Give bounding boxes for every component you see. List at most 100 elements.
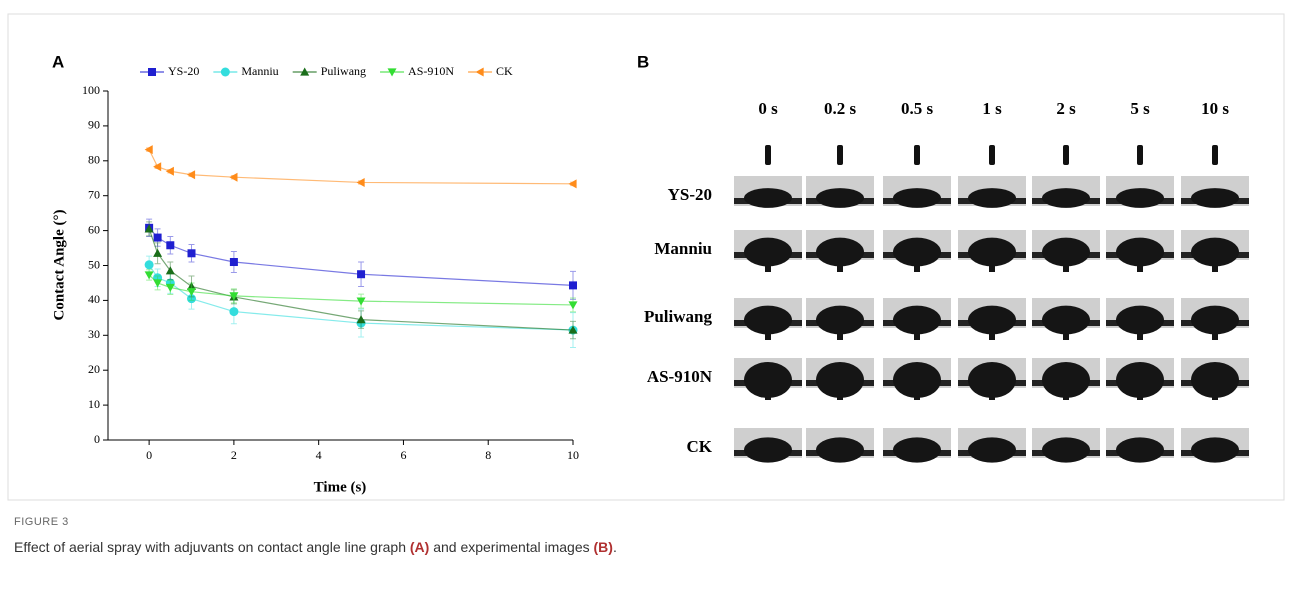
marker — [153, 162, 162, 172]
droplet — [816, 305, 864, 335]
droplet — [968, 305, 1016, 335]
column-label: 2 s — [1056, 99, 1076, 118]
droplet — [744, 437, 792, 463]
droplet — [1042, 188, 1090, 208]
marker — [229, 172, 238, 182]
y-tick-label: 0 — [94, 432, 100, 446]
droplet — [1116, 362, 1164, 398]
droplet-stem — [989, 258, 995, 272]
droplet-stem — [1212, 386, 1218, 400]
y-tick-label: 60 — [88, 222, 100, 236]
series-line — [148, 149, 574, 185]
droplet-stem — [837, 386, 843, 400]
needle — [989, 145, 995, 165]
droplet — [816, 188, 864, 208]
legend-label: Manniu — [241, 64, 278, 78]
x-tick-label: 0 — [146, 448, 152, 462]
marker — [144, 145, 153, 155]
marker — [356, 315, 366, 324]
x-tick-label: 10 — [567, 448, 579, 462]
marker — [568, 325, 578, 334]
marker — [165, 166, 174, 176]
droplet — [1116, 437, 1164, 463]
droplet — [1191, 237, 1239, 267]
droplet-stem — [837, 258, 843, 272]
x-tick-label: 2 — [231, 448, 237, 462]
y-tick-label: 100 — [82, 83, 100, 97]
droplet — [893, 437, 941, 463]
droplet — [1116, 188, 1164, 208]
marker — [356, 297, 366, 306]
caption-ref: (A) — [410, 539, 429, 555]
marker — [187, 170, 196, 180]
droplet — [816, 362, 864, 398]
column-label: 10 s — [1201, 99, 1229, 118]
needle — [1063, 145, 1069, 165]
droplet — [816, 437, 864, 463]
marker — [357, 270, 366, 279]
marker — [144, 224, 154, 233]
marker — [356, 177, 365, 187]
droplet — [1116, 237, 1164, 267]
droplet — [1191, 362, 1239, 398]
droplet-stem — [765, 386, 771, 400]
legend-label: CK — [496, 64, 513, 78]
droplet-stem — [837, 326, 843, 340]
droplet — [893, 305, 941, 335]
marker — [153, 279, 163, 288]
row-label: Puliwang — [644, 307, 713, 326]
marker — [166, 241, 175, 250]
droplet-stem — [914, 258, 920, 272]
panel-label: B — [637, 52, 649, 71]
y-axis-label: Contact Angle (°) — [51, 210, 67, 321]
marker — [165, 266, 175, 275]
x-tick-label: 6 — [400, 448, 406, 462]
droplet — [968, 437, 1016, 463]
row-label: Manniu — [654, 239, 712, 258]
x-tick-label: 8 — [485, 448, 491, 462]
y-tick-label: 70 — [88, 187, 100, 201]
droplet — [744, 237, 792, 267]
droplet-stem — [1063, 326, 1069, 340]
marker — [569, 281, 577, 290]
column-label: 0.5 s — [901, 99, 934, 118]
droplet — [1042, 437, 1090, 463]
marker — [187, 281, 197, 291]
y-tick-label: 50 — [88, 257, 100, 271]
marker — [568, 301, 578, 310]
y-tick-label: 90 — [88, 118, 100, 132]
droplet — [893, 188, 941, 208]
needle — [1137, 145, 1143, 165]
marker — [144, 260, 154, 270]
row-label: CK — [687, 437, 713, 456]
droplet — [744, 362, 792, 398]
droplet — [744, 305, 792, 335]
marker — [144, 271, 154, 280]
marker — [153, 233, 162, 242]
marker — [229, 258, 238, 267]
droplet — [1042, 362, 1090, 398]
droplet — [968, 188, 1016, 208]
legend-marker — [220, 67, 230, 77]
droplet — [1042, 237, 1090, 267]
needle — [837, 145, 843, 165]
legend-label: AS-910N — [408, 64, 454, 78]
droplet-stem — [1137, 386, 1143, 400]
droplet-stem — [1212, 258, 1218, 272]
x-axis-label: Time (s) — [314, 479, 367, 495]
droplet — [1191, 188, 1239, 208]
droplet — [1191, 437, 1239, 463]
column-label: 5 s — [1130, 99, 1150, 118]
droplet-stem — [914, 386, 920, 400]
caption-text: Effect of aerial spray with adjuvants on… — [14, 539, 410, 555]
legend-label: Puliwang — [321, 64, 366, 78]
droplet — [816, 237, 864, 267]
droplet-stem — [1137, 258, 1143, 272]
caption-text: . — [613, 539, 617, 555]
marker — [187, 249, 196, 258]
needle — [1212, 145, 1218, 165]
droplet-stem — [1137, 326, 1143, 340]
y-tick-label: 40 — [88, 292, 100, 306]
